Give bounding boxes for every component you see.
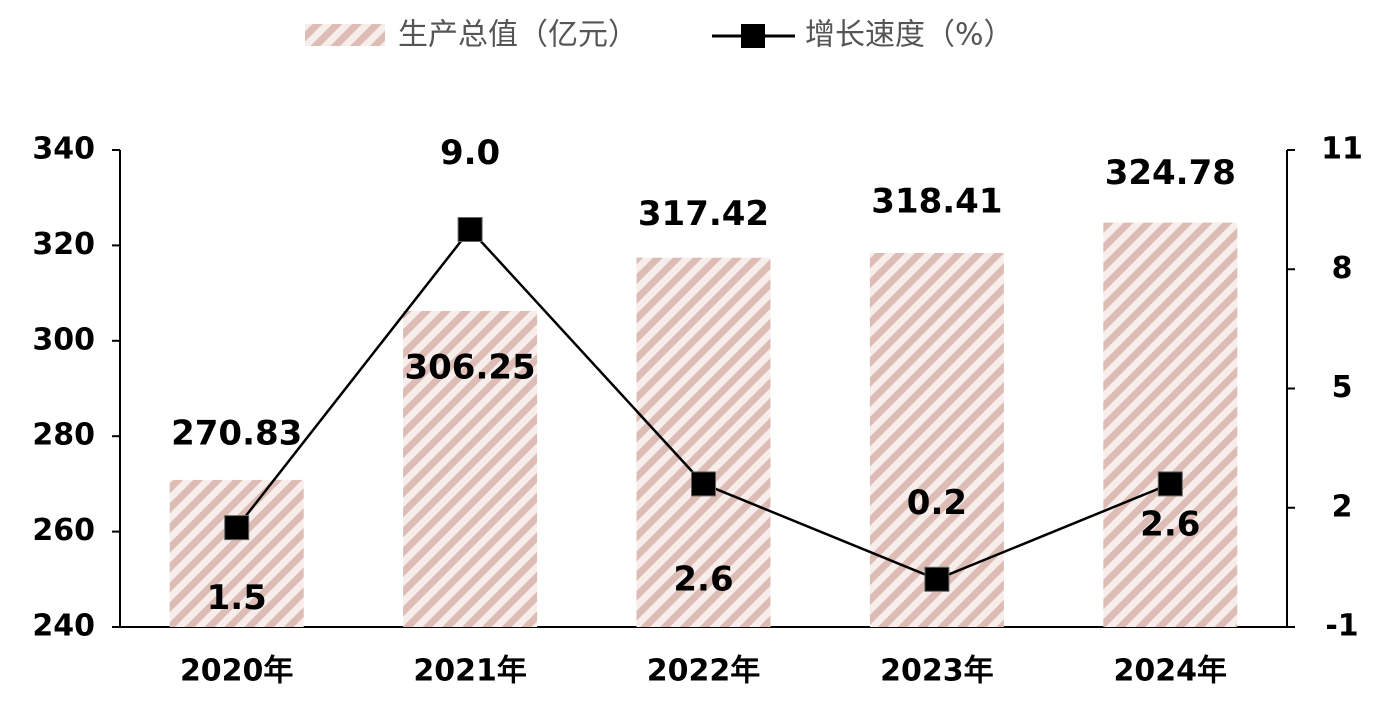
y-tick-label: 240 [32,609,95,644]
y2-tick-label: 11 [1321,132,1363,167]
line-value-label: 1.5 [207,578,267,618]
x-tick-label: 2023年 [880,654,994,689]
x-tick-label: 2021年 [413,654,527,689]
bar-value-label: 306.25 [404,347,535,387]
bar-value-label: 318.41 [871,181,1002,221]
y-tick-label: 280 [32,418,95,453]
y-tick-label: 260 [32,513,95,548]
y2-tick-label: 5 [1332,370,1353,405]
legend-swatch [305,24,385,46]
bar [869,252,1004,627]
bar-value-label: 317.42 [638,194,769,234]
x-tick-label: 2024年 [1114,654,1228,689]
legend-label: 增长速度（%） [805,18,1014,53]
line-marker [457,217,483,242]
bar-value-label: 270.83 [171,413,302,453]
line-value-label: 0.2 [907,483,967,523]
x-tick-label: 2020年 [180,654,294,689]
y2-tick-label: 8 [1332,251,1353,286]
line-marker [691,471,716,497]
bar [169,479,304,627]
line-value-label: 2.6 [1140,504,1200,544]
bar [1103,222,1238,627]
y2-tick-label: 2 [1332,489,1353,524]
y-tick-label: 320 [32,227,95,262]
legend-marker [741,24,765,48]
line-value-label: 9.0 [440,133,500,173]
line-value-label: 2.6 [673,559,733,599]
line-marker [924,566,950,592]
y-tick-label: 340 [32,132,95,167]
bar [636,257,771,627]
bar-value-label: 324.78 [1105,153,1236,193]
x-tick-label: 2022年 [647,654,761,689]
bar [403,310,538,627]
legend-label: 生产总值（亿元） [398,18,638,53]
y-tick-label: 300 [32,322,95,357]
line-marker [1157,471,1183,497]
line-marker [224,515,250,541]
y2-tick-label: -1 [1325,609,1358,644]
